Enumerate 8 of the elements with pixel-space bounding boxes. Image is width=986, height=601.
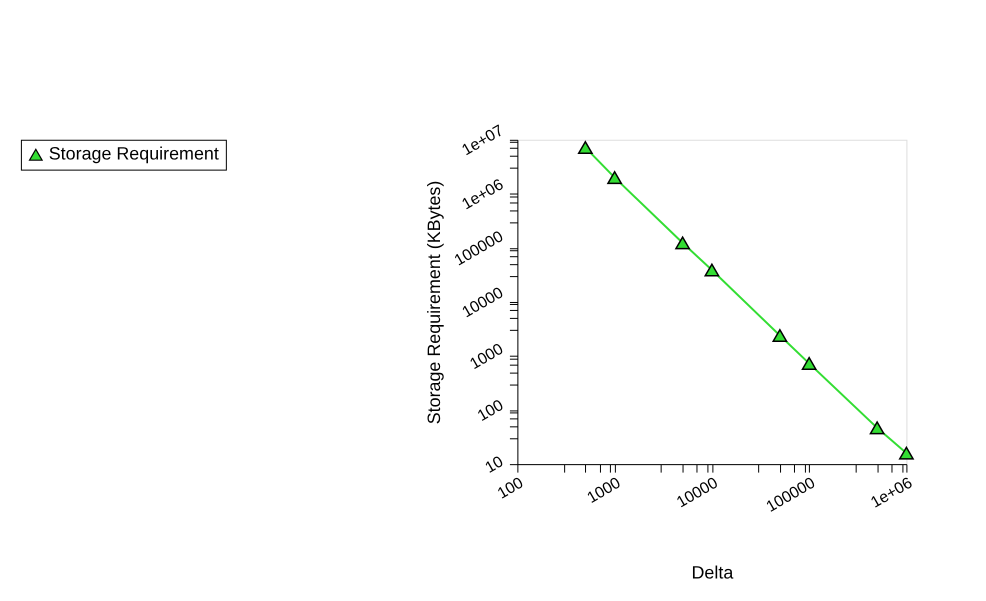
y-tick-label: 10 (482, 453, 506, 477)
y-tick-label: 100 (474, 396, 507, 425)
y-axis-title: Storage Requirement (KBytes) (424, 180, 444, 424)
legend-label: Storage Requirement (48, 144, 219, 164)
x-tick-label: 1000 (584, 474, 624, 507)
x-tick-label: 100 (494, 474, 526, 503)
y-tick-label: 1000 (467, 340, 506, 374)
x-axis-title: Delta (692, 562, 734, 583)
